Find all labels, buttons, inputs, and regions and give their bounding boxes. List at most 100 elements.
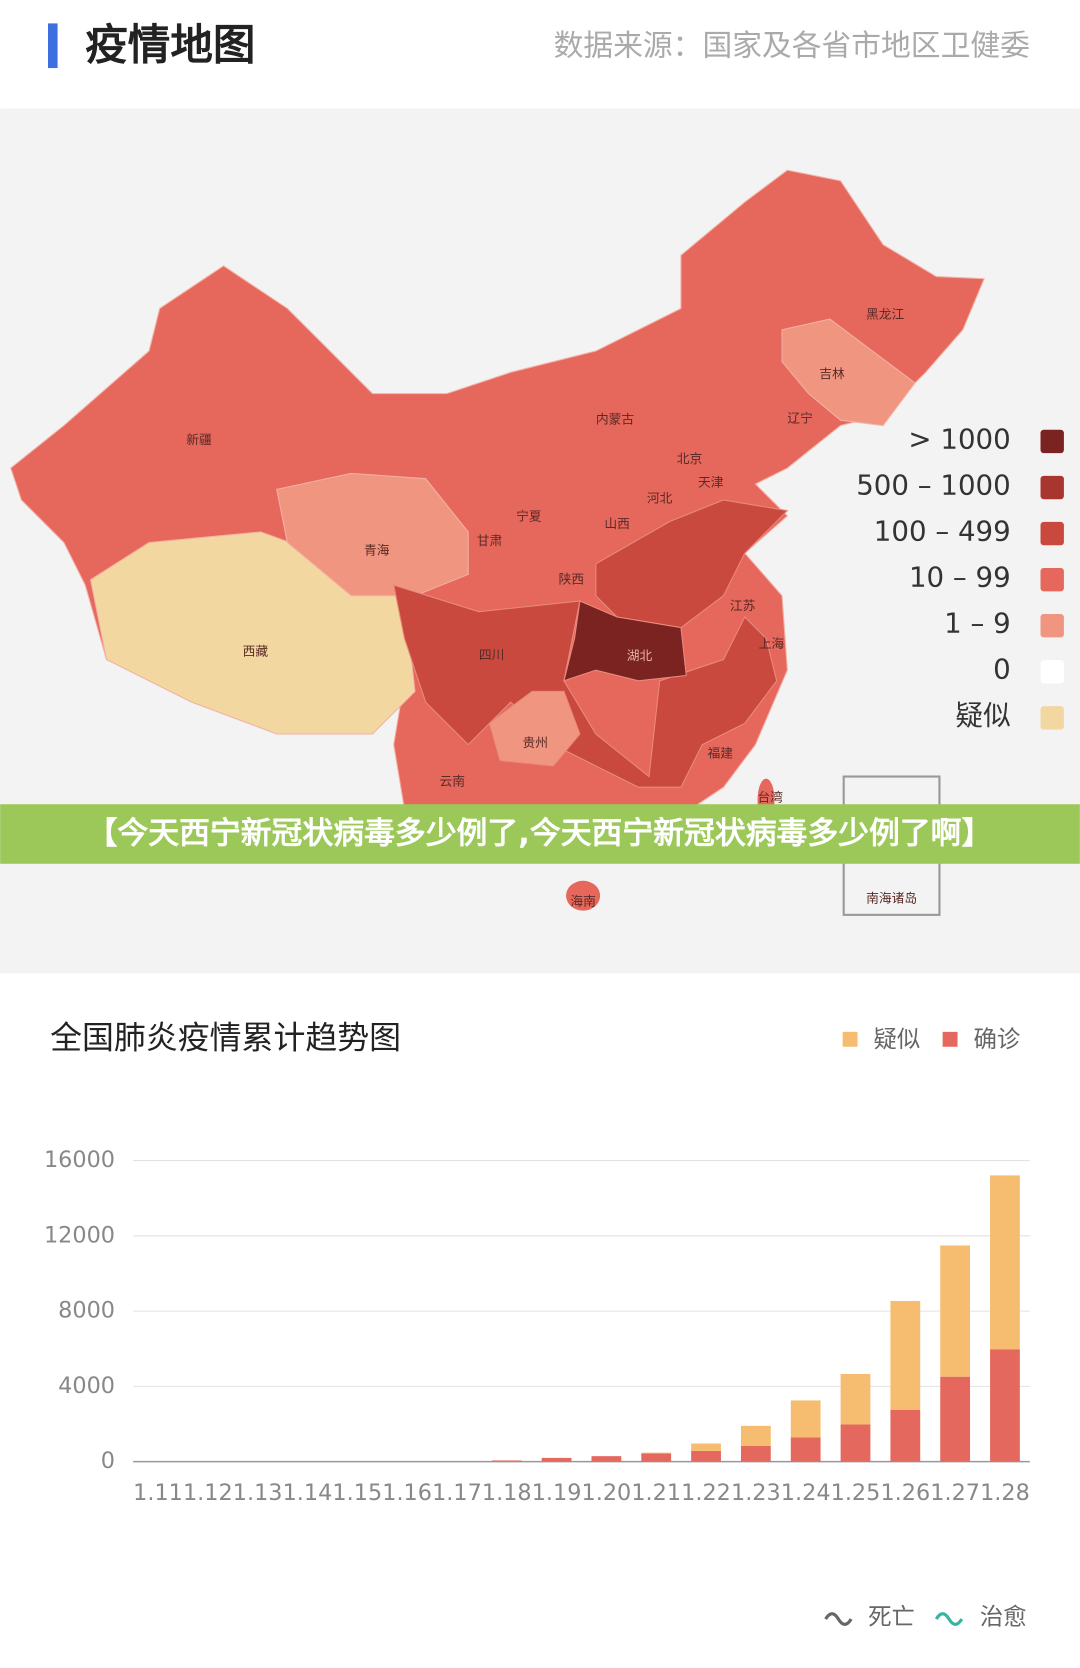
x-tick-label: 1.26 (880, 1480, 930, 1506)
region (566, 880, 601, 911)
bar-segment (691, 1443, 721, 1451)
y-tick-label: 4000 (58, 1373, 115, 1399)
title-accent (48, 23, 58, 69)
region (781, 318, 916, 427)
province-label: 山西 (604, 517, 630, 532)
bar-segment (691, 1450, 721, 1462)
bar-segment (890, 1300, 921, 1410)
region (276, 472, 469, 597)
bar-segment (541, 1457, 572, 1462)
region (488, 690, 581, 767)
x-tick-label: 1.16 (382, 1480, 432, 1506)
x-tick-label: 1.13 (233, 1480, 283, 1506)
legend-swatch (942, 1031, 958, 1047)
province-label: 河北 (647, 491, 673, 506)
x-tick-label: 1.23 (731, 1480, 781, 1506)
map: 黑龙江 吉林 辽宁 内蒙古 北京 天津 河北 山西 宁夏 甘肃 青海 新疆 西藏… (0, 108, 1080, 974)
x-tick-label: 1.21 (631, 1480, 681, 1506)
province-label: 台湾 (758, 789, 784, 805)
bar-segment (840, 1373, 871, 1425)
region (563, 600, 687, 682)
region (595, 499, 789, 629)
header-source: 数据来源：国家及各省市地区卫健委 (554, 28, 1030, 63)
y-tick-label: 8000 (58, 1298, 115, 1324)
bar-segment (790, 1400, 821, 1438)
banner-text: 【今天西宁新冠状病毒多少例了,今天西宁新冠状病毒多少例了啊】 (87, 816, 993, 852)
footer-legend-label: 治愈 (980, 1603, 1027, 1631)
province-label: 吉林 (819, 367, 845, 382)
bar-segment (940, 1245, 971, 1377)
x-tick-label: 1.14 (283, 1480, 333, 1506)
chart-title: 全国肺炎疫情累计趋势图 (50, 1018, 401, 1056)
x-tick-label: 1.24 (781, 1480, 831, 1506)
bar-segment (641, 1453, 672, 1462)
y-tick-label: 16000 (44, 1147, 115, 1173)
province-label: 江苏 (730, 598, 756, 614)
x-tick-label: 1.25 (831, 1480, 881, 1506)
province-label: 陕西 (559, 571, 585, 587)
y-tick-label: 12000 (44, 1222, 115, 1248)
x-tick-label: 1.18 (482, 1480, 532, 1506)
bar-segment (790, 1437, 821, 1462)
legend-swatch (842, 1031, 858, 1047)
province-label: 甘肃 (477, 534, 503, 549)
map-legend-label: 1 – 9 (944, 607, 1011, 640)
province-label: 天津 (698, 475, 724, 490)
map-legend-swatch (1040, 521, 1064, 546)
map-legend: > 1000 500 – 1000 100 – 499 10 – 99 1 – 9 0 疑似 (856, 422, 1064, 732)
province-label: 海南 (570, 894, 596, 910)
map-legend-label: 100 – 499 (874, 515, 1011, 548)
x-tick-label: 1.19 (532, 1480, 582, 1506)
province-label: 南海诸岛 (866, 890, 917, 906)
bar-segment (990, 1175, 1020, 1350)
y-tick-label: 0 (101, 1448, 115, 1474)
map-legend-label: 500 – 1000 (856, 468, 1010, 501)
x-tick-label: 1.20 (582, 1480, 632, 1506)
map-legend-label: > 1000 (908, 422, 1010, 455)
province-label: 辽宁 (787, 412, 812, 427)
province-label: 云南 (439, 773, 465, 789)
bar-segment (641, 1452, 672, 1454)
bar-segment (990, 1349, 1020, 1462)
map-legend-swatch (1040, 475, 1064, 500)
province-label: 内蒙古 (596, 412, 634, 428)
bar-segment (491, 1460, 522, 1462)
map-legend-swatch (1040, 614, 1064, 638)
province-label: 福建 (708, 747, 734, 762)
legend-icon (934, 1612, 964, 1626)
map-legend-swatch (1040, 429, 1064, 454)
banner-background (0, 804, 1080, 864)
province-label: 青海 (364, 544, 390, 559)
bar-segment (890, 1409, 921, 1462)
province-label: 贵州 (522, 736, 548, 751)
map-legend-label: 10 – 99 (909, 561, 1011, 594)
province-label: 黑龙江 (866, 307, 904, 322)
x-tick-label: 1.22 (681, 1480, 731, 1506)
legend-label: 确诊 (973, 1025, 1020, 1053)
legend-icon (824, 1612, 853, 1626)
province-label: 新疆 (186, 432, 212, 448)
province-label: 湖北 (627, 649, 653, 664)
header-title: 疫情地图 (85, 21, 255, 70)
x-tick-label: 1.12 (183, 1480, 233, 1506)
province-label: 北京 (677, 452, 703, 467)
map-legend-swatch (1040, 660, 1064, 684)
bar-segment (740, 1446, 771, 1462)
province-label: 宁夏 (516, 509, 542, 524)
province-label: 西藏 (243, 645, 269, 660)
x-tick-label: 1.17 (432, 1480, 482, 1506)
bar-segment (591, 1456, 622, 1462)
province-label: 上海 (759, 637, 785, 652)
map-legend-swatch (1040, 706, 1064, 730)
bar-segment (840, 1424, 871, 1462)
x-tick-label: 1.27 (930, 1480, 980, 1506)
map-legend-label: 疑似 (955, 699, 1010, 732)
map-legend-label: 0 (993, 653, 1011, 686)
x-tick-label: 1.11 (133, 1480, 183, 1506)
x-tick-label: 1.28 (980, 1480, 1030, 1506)
bar-segment (940, 1376, 971, 1462)
province-label: 四川 (479, 648, 505, 663)
x-tick-label: 1.15 (332, 1480, 382, 1506)
